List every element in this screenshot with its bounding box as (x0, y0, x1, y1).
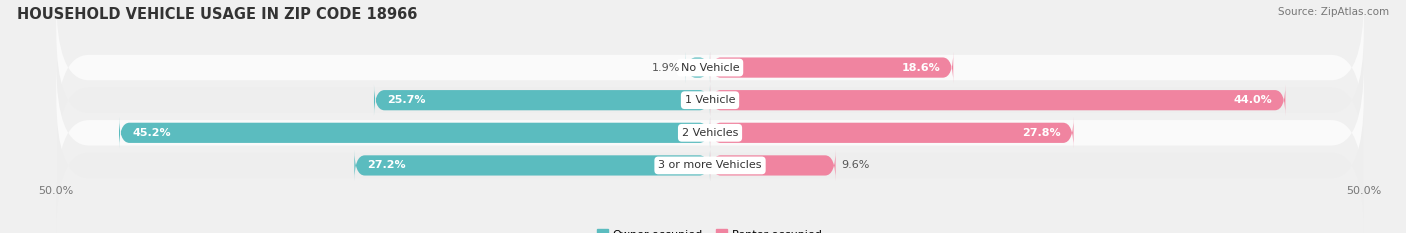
Text: 27.2%: 27.2% (367, 161, 406, 170)
FancyBboxPatch shape (710, 117, 1074, 149)
FancyBboxPatch shape (685, 51, 710, 84)
FancyBboxPatch shape (710, 51, 953, 84)
Text: 2 Vehicles: 2 Vehicles (682, 128, 738, 138)
Text: No Vehicle: No Vehicle (681, 63, 740, 72)
FancyBboxPatch shape (56, 31, 1364, 169)
Text: Source: ZipAtlas.com: Source: ZipAtlas.com (1278, 7, 1389, 17)
FancyBboxPatch shape (374, 84, 710, 116)
Text: 44.0%: 44.0% (1233, 95, 1272, 105)
FancyBboxPatch shape (56, 97, 1364, 233)
Text: 9.6%: 9.6% (841, 161, 869, 170)
Text: 1 Vehicle: 1 Vehicle (685, 95, 735, 105)
Text: 1.9%: 1.9% (651, 63, 681, 72)
FancyBboxPatch shape (56, 64, 1364, 202)
Text: 25.7%: 25.7% (387, 95, 426, 105)
Text: 18.6%: 18.6% (901, 63, 941, 72)
Text: 45.2%: 45.2% (132, 128, 170, 138)
Legend: Owner-occupied, Renter-occupied: Owner-occupied, Renter-occupied (593, 225, 827, 233)
FancyBboxPatch shape (710, 149, 835, 182)
FancyBboxPatch shape (354, 149, 710, 182)
FancyBboxPatch shape (710, 84, 1285, 116)
Text: HOUSEHOLD VEHICLE USAGE IN ZIP CODE 18966: HOUSEHOLD VEHICLE USAGE IN ZIP CODE 1896… (17, 7, 418, 22)
FancyBboxPatch shape (120, 117, 710, 149)
Text: 3 or more Vehicles: 3 or more Vehicles (658, 161, 762, 170)
Text: 27.8%: 27.8% (1022, 128, 1060, 138)
FancyBboxPatch shape (56, 0, 1364, 136)
